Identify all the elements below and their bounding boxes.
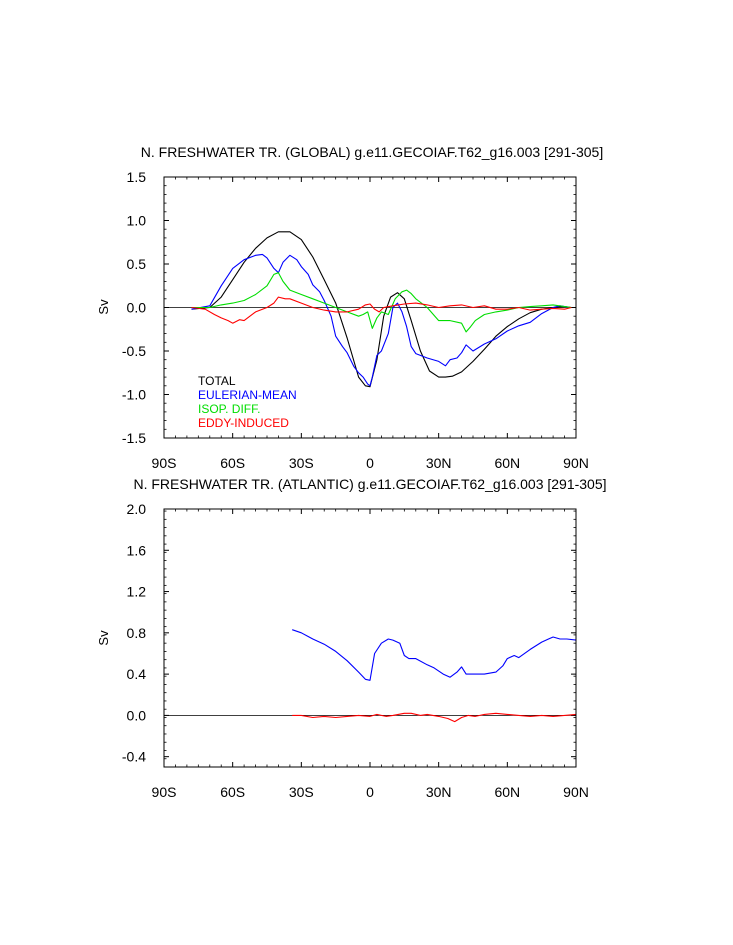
- x-tick-label: 30N: [426, 784, 452, 800]
- series-line-eddy-induced: [191, 296, 572, 324]
- plot-frame: [163, 176, 577, 439]
- x-tick-label: 60N: [494, 455, 520, 471]
- x-tick-label: 30S: [289, 784, 314, 800]
- y-tick-label: 0.5: [127, 256, 147, 272]
- series-line-series-0: [292, 629, 577, 681]
- y-axis-label: Sv: [96, 630, 111, 646]
- y-tick-label: 0.4: [127, 666, 147, 682]
- x-tick-label: 90N: [563, 455, 589, 471]
- y-axis-label: Sv: [96, 299, 111, 315]
- x-tick-label: 60S: [220, 784, 245, 800]
- axes-ticks: 90S 60S 30S 0 30N 60N 90N -1.5 -1.0 -0.5 0.0 0.5 1.0…: [122, 169, 589, 471]
- atlantic-freshwater-chart: N. FRESHWATER TR. (ATLANTIC) g.e11.GECOI…: [96, 476, 607, 800]
- y-tick-label: -1.0: [122, 387, 146, 403]
- legend-entry-eddy-induced: EDDY-INDUCED: [198, 416, 289, 430]
- y-tick-label: 0.0: [127, 300, 147, 316]
- x-tick-label: 0: [366, 784, 374, 800]
- y-tick-label: -1.5: [122, 430, 146, 446]
- chart-title: N. FRESHWATER TR. (GLOBAL) g.e11.GECOIAF…: [141, 144, 603, 160]
- series-line-isop-diff: [191, 272, 572, 333]
- legend-entry-total: TOTAL: [198, 374, 236, 388]
- series-lines: [191, 231, 572, 388]
- legend-entry-isop-diff: ISOP. DIFF.: [198, 402, 260, 416]
- x-tick-label: 30S: [289, 455, 314, 471]
- x-tick-label: 90N: [563, 784, 589, 800]
- legend: TOTAL EULERIAN-MEAN ISOP. DIFF. EDDY-IND…: [198, 374, 297, 430]
- y-tick-label: 1.5: [127, 169, 147, 185]
- y-tick-label: -0.5: [122, 343, 146, 359]
- chart-title: N. FRESHWATER TR. (ATLANTIC) g.e11.GECOI…: [133, 476, 606, 492]
- y-tick-label: 0.0: [127, 707, 147, 723]
- x-tick-label: 60S: [220, 455, 245, 471]
- x-tick-label: 0: [366, 455, 374, 471]
- x-tick-label: 60N: [494, 784, 520, 800]
- y-tick-label: 2.0: [127, 501, 147, 517]
- series-lines: [292, 629, 577, 723]
- y-tick-label: -0.4: [122, 749, 146, 765]
- x-tick-label: 90S: [152, 784, 177, 800]
- series-line-eulerian-mean: [191, 253, 570, 387]
- global-freshwater-chart: N. FRESHWATER TR. (GLOBAL) g.e11.GECOIAF…: [96, 144, 603, 471]
- y-tick-label: 1.2: [127, 584, 147, 600]
- y-tick-label: 0.8: [127, 625, 147, 641]
- series-line-total: [191, 231, 572, 388]
- series-line-series-1: [292, 712, 577, 723]
- x-tick-label: 90S: [152, 455, 177, 471]
- axes-ticks: 90S 60S 30S 0 30N 60N 90N -0.4 0.0 0.4 0.8 1.2 1.6 2.…: [122, 501, 589, 800]
- y-tick-label: 1.0: [127, 213, 147, 229]
- x-tick-label: 30N: [426, 455, 452, 471]
- y-tick-label: 1.6: [127, 542, 147, 558]
- plot-frame: [163, 508, 577, 768]
- legend-entry-eulerian-mean: EULERIAN-MEAN: [198, 388, 297, 402]
